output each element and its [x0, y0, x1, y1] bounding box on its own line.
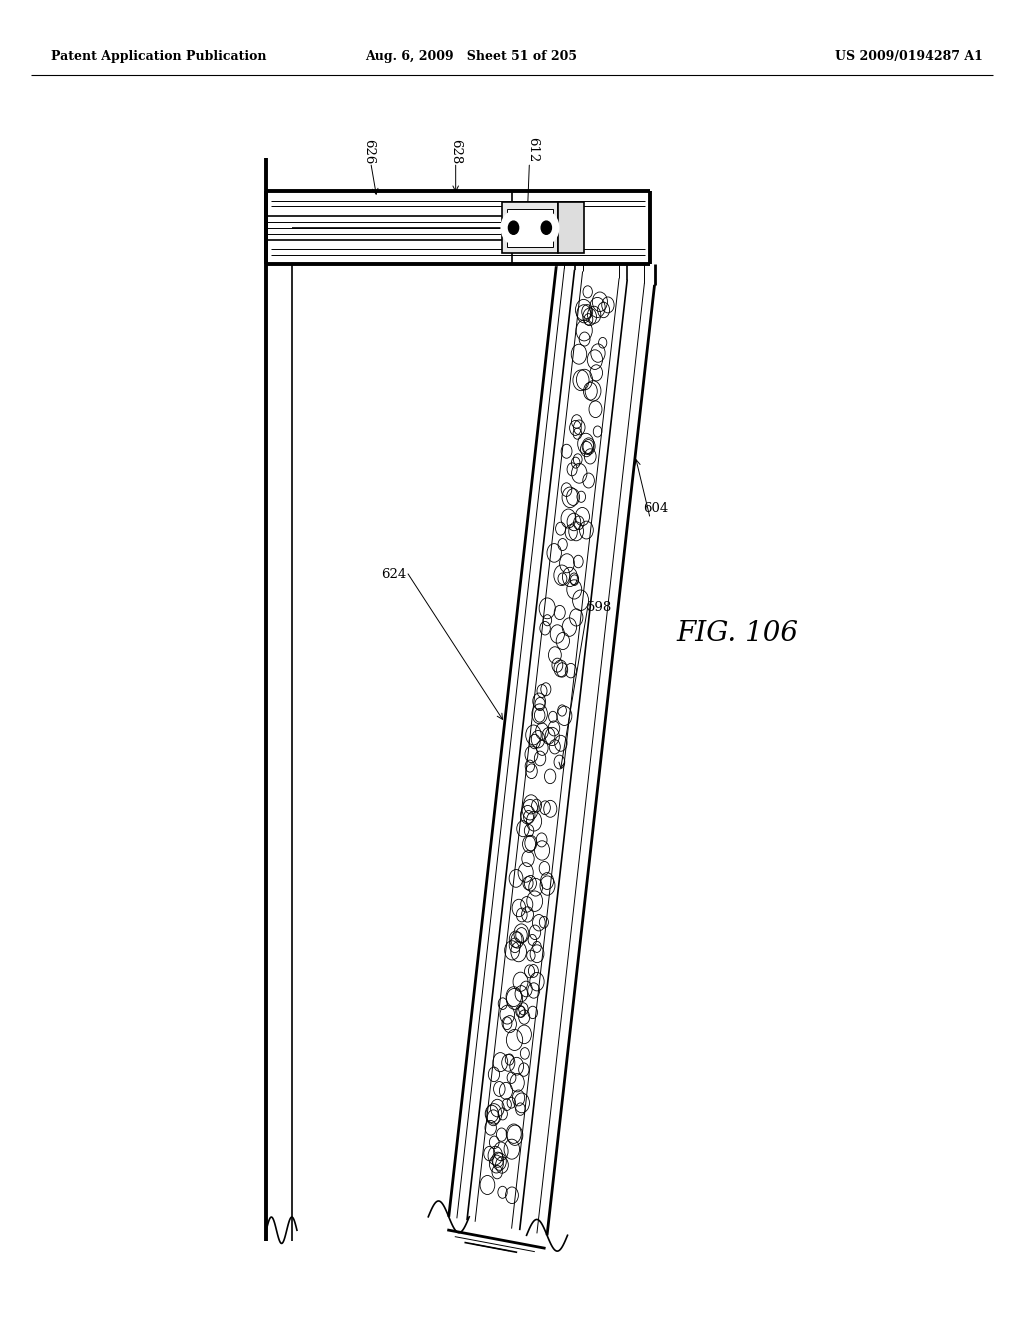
Circle shape	[542, 222, 552, 235]
Circle shape	[535, 213, 559, 243]
Text: FIG. 106: FIG. 106	[676, 620, 799, 647]
Text: 598: 598	[587, 601, 611, 614]
Text: 628: 628	[450, 139, 462, 165]
Bar	[507, 209, 553, 247]
Text: Aug. 6, 2009   Sheet 51 of 205: Aug. 6, 2009 Sheet 51 of 205	[365, 50, 578, 63]
Text: 612: 612	[526, 136, 539, 162]
Text: US 2009/0194287 A1: US 2009/0194287 A1	[836, 50, 983, 63]
Circle shape	[509, 222, 519, 235]
Bar	[502, 202, 558, 253]
Circle shape	[502, 213, 526, 243]
Text: 624: 624	[382, 568, 407, 581]
Text: 604: 604	[643, 502, 668, 515]
Bar	[558, 202, 584, 253]
Text: Patent Application Publication: Patent Application Publication	[51, 50, 266, 63]
Text: 626: 626	[362, 139, 375, 165]
